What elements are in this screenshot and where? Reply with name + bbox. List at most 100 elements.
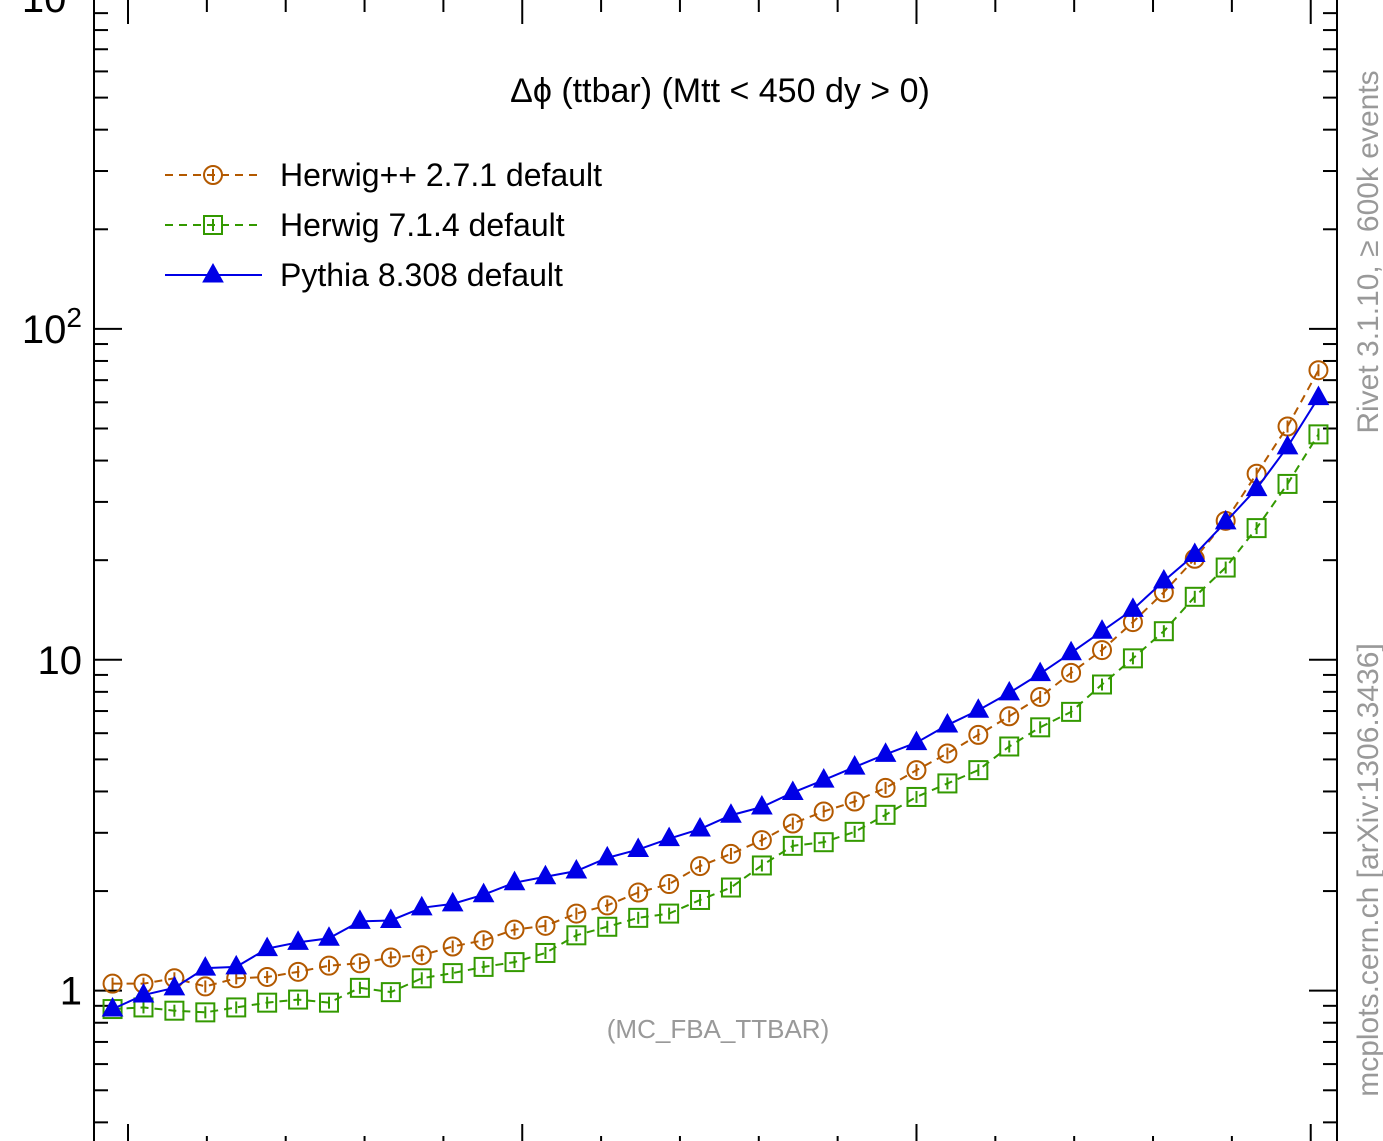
data-point-pythia-8308 — [287, 930, 309, 950]
data-point-herwig-714 — [659, 903, 680, 924]
legend-marker — [203, 215, 223, 235]
data-point-herwigpp-271 — [690, 856, 711, 877]
axis-ticks — [94, 0, 1337, 1141]
data-point-pythia-8308 — [1276, 434, 1299, 455]
plot-border — [93, 0, 1338, 1141]
data-point-pythia-8308 — [967, 698, 990, 718]
data-point-herwigpp-271 — [659, 874, 680, 895]
data-point-herwigpp-271 — [597, 895, 618, 916]
rivet-version-label: Rivet 3.1.10, ≥ 600k events — [1352, 70, 1383, 433]
data-point-herwig-714 — [999, 736, 1020, 757]
data-point-herwigpp-271 — [751, 830, 772, 851]
data-point-pythia-8308 — [658, 826, 680, 847]
data-point-pythia-8308 — [843, 755, 866, 775]
y-tick-label: 103 — [22, 0, 82, 21]
data-point-herwig-714 — [875, 804, 896, 825]
data-point-herwig-714 — [1184, 586, 1205, 607]
data-point-pythia-8308 — [194, 956, 217, 976]
data-point-pythia-8308 — [132, 983, 155, 1003]
data-point-pythia-8308 — [472, 882, 495, 903]
data-point-pythia-8308 — [379, 908, 402, 928]
data-point-herwigpp-271 — [257, 966, 278, 987]
data-point-pythia-8308 — [256, 936, 279, 957]
data-point-pythia-8308 — [349, 909, 371, 929]
data-point-herwigpp-271 — [813, 801, 834, 822]
mcplots-source-label: mcplots.cern.ch [arXiv:1306.3436] — [1352, 643, 1383, 1097]
data-point-herwigpp-271 — [411, 945, 432, 966]
analysis-label: (MC_FBA_TTBAR) — [607, 1014, 829, 1044]
y-tick-label: 10 — [38, 639, 83, 683]
data-point-herwig-714 — [566, 925, 587, 946]
data-point-pythia-8308 — [998, 680, 1021, 701]
data-point-herwig-714 — [906, 786, 927, 807]
legend-label: Herwig 7.1.4 default — [280, 207, 565, 243]
data-point-herwig-714 — [1122, 648, 1143, 669]
data-point-herwigpp-271 — [442, 936, 463, 957]
data-point-pythia-8308 — [101, 997, 124, 1017]
data-point-herwig-714 — [380, 982, 401, 1003]
data-point-pythia-8308 — [1122, 597, 1144, 617]
data-point-herwigpp-271 — [1030, 686, 1051, 707]
data-point-herwig-714 — [442, 963, 463, 984]
data-point-pythia-8308 — [318, 926, 340, 946]
data-point-herwig-714 — [597, 916, 618, 937]
legend-label: Pythia 8.308 default — [280, 257, 563, 293]
data-point-herwig-714 — [288, 989, 309, 1010]
data-point-herwig-714 — [349, 977, 370, 998]
legend-item-herwig-714: Herwig 7.1.4 default — [165, 207, 565, 243]
series-herwig-714 — [102, 424, 1329, 1023]
data-point-herwigpp-271 — [288, 961, 309, 982]
data-point-herwigpp-271 — [968, 724, 989, 745]
data-point-herwigpp-271 — [875, 777, 896, 798]
data-point-pythia-8308 — [1214, 509, 1237, 530]
legend-item-pythia-8308: Pythia 8.308 default — [165, 257, 563, 293]
data-point-herwig-714 — [535, 942, 556, 963]
data-point-pythia-8308 — [596, 845, 619, 866]
data-point-herwig-714 — [937, 773, 958, 794]
data-point-herwig-714 — [782, 835, 803, 856]
data-point-herwigpp-271 — [906, 760, 927, 781]
data-point-pythia-8308 — [627, 837, 650, 858]
data-point-herwig-714 — [318, 992, 339, 1013]
data-point-herwig-714 — [628, 907, 649, 928]
data-point-herwigpp-271 — [318, 955, 339, 976]
series-herwigpp-271 — [102, 360, 1329, 997]
data-series — [101, 360, 1330, 1023]
data-point-herwig-714 — [411, 968, 432, 989]
y-axis-tick-labels: 103102101 — [22, 0, 82, 1014]
series-pythia-8308 — [101, 385, 1330, 1017]
data-point-pythia-8308 — [410, 895, 433, 916]
data-point-herwig-714 — [1308, 424, 1329, 445]
data-point-pythia-8308 — [503, 870, 526, 891]
data-point-herwigpp-271 — [504, 919, 525, 940]
data-point-pythia-8308 — [441, 891, 464, 912]
data-point-pythia-8308 — [936, 713, 959, 733]
data-point-pythia-8308 — [1183, 542, 1206, 563]
y-tick-label: 1 — [60, 970, 82, 1014]
legend-marker — [203, 165, 223, 185]
data-point-herwig-714 — [1092, 674, 1113, 695]
data-point-pythia-8308 — [225, 954, 248, 975]
data-point-pythia-8308 — [1029, 661, 1052, 682]
data-point-herwig-714 — [844, 821, 865, 842]
series-line-pythia-8308 — [112, 397, 1320, 1010]
data-point-pythia-8308 — [874, 742, 897, 762]
data-point-herwigpp-271 — [844, 791, 865, 812]
data-point-herwig-714 — [751, 855, 772, 876]
data-point-herwig-714 — [813, 832, 834, 853]
data-point-herwig-714 — [504, 952, 525, 973]
data-point-herwigpp-271 — [782, 813, 803, 834]
data-point-pythia-8308 — [1091, 619, 1113, 639]
data-point-herwig-714 — [473, 956, 494, 977]
legend-marker — [202, 262, 224, 283]
data-point-herwigpp-271 — [937, 743, 958, 764]
data-point-pythia-8308 — [565, 858, 588, 879]
data-point-herwig-714 — [1215, 557, 1236, 578]
data-point-pythia-8308 — [689, 816, 711, 837]
data-point-herwig-714 — [164, 1000, 185, 1021]
data-point-herwigpp-271 — [1308, 360, 1329, 381]
legend-label: Herwig++ 2.7.1 default — [280, 157, 602, 193]
data-point-pythia-8308 — [720, 803, 742, 823]
data-point-pythia-8308 — [163, 975, 186, 996]
data-point-herwig-714 — [1061, 701, 1082, 722]
